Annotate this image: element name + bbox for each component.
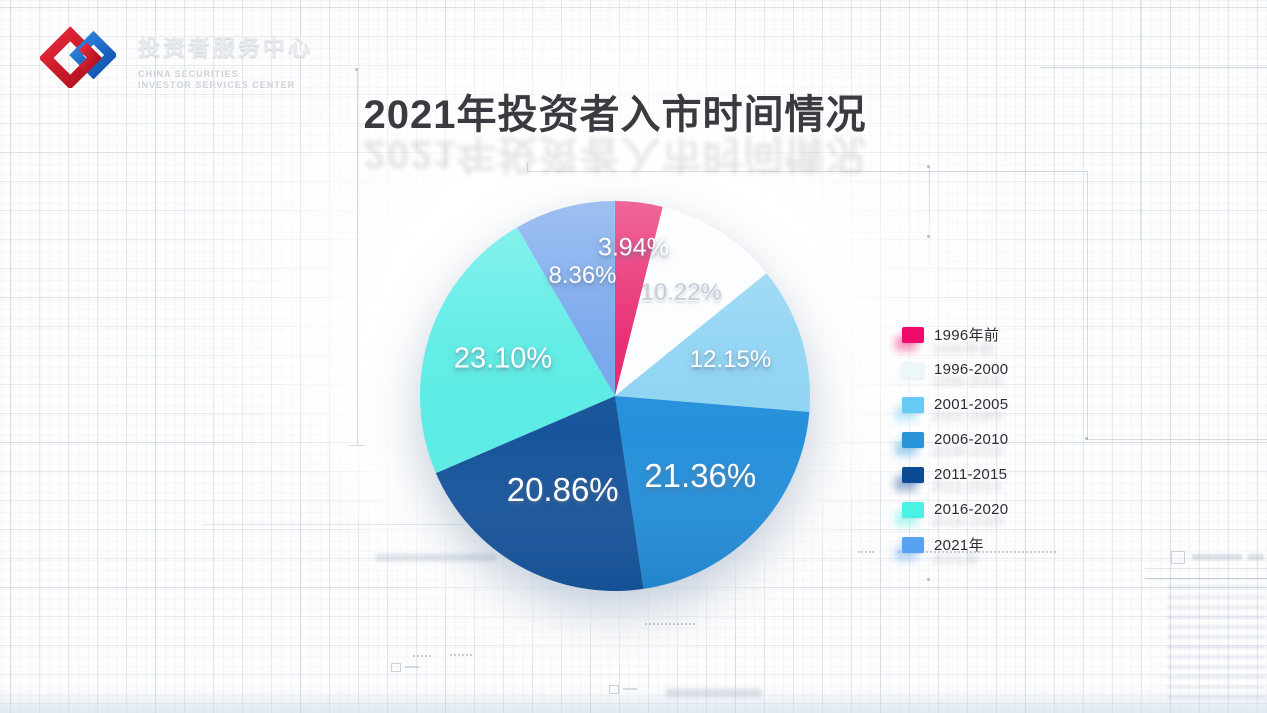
legend-swatch-ghost: [895, 546, 917, 561]
deco-spec-rows: [1167, 585, 1265, 701]
org-name-en-line2: INVESTOR SERVICES CENTER: [138, 80, 296, 90]
pie-chart: [419, 201, 810, 591]
csisc-logo-icon: [40, 26, 116, 88]
legend-swatch-ghost: [895, 371, 917, 386]
deco-frame-top-line: [527, 171, 1088, 172]
org-name-en-line1: CHINA SECURITIES: [138, 69, 239, 79]
deco-frame-right-line: [1087, 171, 1088, 440]
legend-swatch-ghost: [895, 336, 917, 351]
legend-item-0: 1996年前 1996年前: [895, 317, 1008, 358]
deco-dash: [405, 666, 419, 668]
deco-dot: [927, 235, 930, 238]
deco-spec-checkbox: [1171, 551, 1185, 564]
legend-item-2: 2001-2005 2001-2005: [895, 387, 1008, 425]
legend-item-4: 2011-2015 2011-2015: [895, 457, 1008, 495]
deco-dotted-line: [645, 623, 695, 625]
legend-item-5: 2016-2020 2016-2020: [895, 492, 1008, 530]
deco-vertical-line: [1140, 0, 1141, 240]
bottom-tint: [0, 688, 1267, 713]
legend-item-3: 2006-2010 2006-2010: [895, 422, 1008, 460]
legend-swatch-ghost: [895, 441, 917, 456]
brand-header: 投资者服务中心 CHINA SECURITIES INVESTOR SERVIC…: [40, 26, 313, 91]
deco-blurred-text: [666, 689, 762, 697]
deco-spec-text: [1248, 554, 1264, 560]
brand-text: 投资者服务中心 CHINA SECURITIES INVESTOR SERVIC…: [138, 26, 313, 91]
legend-item-1: 1996-2000 1996-2000: [895, 352, 1008, 390]
deco-dot: [355, 68, 358, 71]
deco-frame-bottom-line: [1087, 439, 1267, 440]
deco-dotted-line: [413, 655, 431, 657]
deco-spec-line: [1145, 578, 1267, 579]
deco-horizontal-line: [1040, 67, 1267, 68]
deco-checkbox: [391, 663, 401, 672]
deco-tick: [349, 445, 365, 446]
deco-vertical-line: [929, 167, 930, 267]
deco-dot: [1085, 437, 1088, 440]
deco-checkbox: [609, 685, 619, 694]
legend-swatch-ghost: [895, 406, 917, 421]
legend-swatch-ghost: [895, 511, 917, 526]
deco-spec-line: [1145, 568, 1267, 569]
deco-dash: [623, 688, 637, 690]
page-title: 2021年投资者入市时间情况: [363, 93, 867, 137]
chart-legend: 1996年前 1996年前 1996-2000 1996-2000 2001-2005 2…: [895, 317, 1008, 568]
org-name-cn: 投资者服务中心: [138, 35, 314, 60]
pie-shading-overlay: [420, 201, 810, 591]
deco-dot: [927, 165, 930, 168]
deco-dotted-line: [450, 654, 472, 656]
pie-chart-area: 3.94% 10.22% 12.15% 21.36% 20.86% 23.10% 8.36%: [395, 176, 835, 616]
deco-dotted-line: [858, 551, 874, 553]
legend-label-ghost: 2021年: [931, 551, 980, 568]
deco-dot: [927, 578, 930, 581]
deco-spec-text: [1192, 554, 1242, 560]
legend-item-6: 2021年 2021年: [895, 527, 1008, 568]
legend-swatch-ghost: [895, 476, 917, 491]
